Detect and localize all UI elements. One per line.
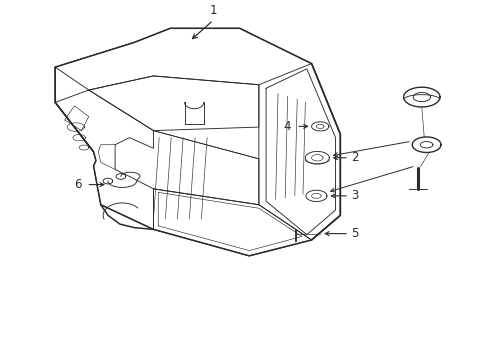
Text: 2: 2 [350, 151, 358, 164]
Text: 4: 4 [283, 120, 290, 133]
Text: 3: 3 [350, 189, 358, 202]
Text: 6: 6 [74, 178, 81, 191]
Text: 1: 1 [209, 4, 217, 17]
Text: 5: 5 [350, 227, 358, 240]
